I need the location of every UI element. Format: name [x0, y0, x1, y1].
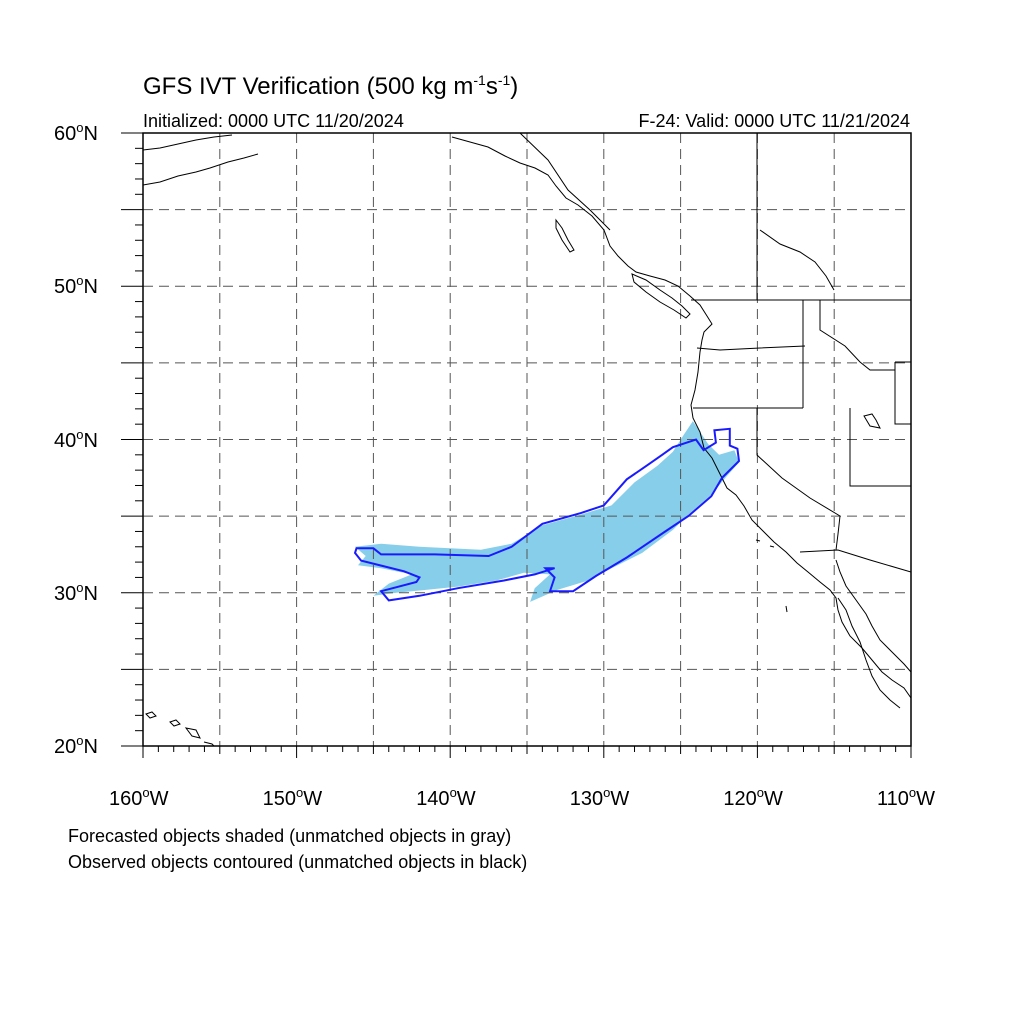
lon-label: 140oW — [416, 785, 476, 810]
vancouver-island — [631, 273, 691, 319]
coastlines-and-borders — [143, 134, 911, 746]
coastline-alaska — [143, 134, 259, 186]
graticule — [143, 133, 911, 746]
lat-label: 40oN — [54, 426, 98, 452]
valid-time-label: F-24: Valid: 0000 UTC 11/21/2024 — [638, 111, 911, 131]
border-wyoming — [894, 361, 911, 425]
border-wa-or — [696, 345, 806, 351]
lon-label: 130oW — [569, 785, 630, 810]
initialized-label: Initialized: 0000 UTC 11/20/2024 — [143, 111, 404, 131]
lon-label: 120oW — [723, 785, 783, 810]
chart-title: GFS IVT Verification (500 kg m-1s-1) — [143, 72, 519, 100]
channel-islands — [755, 539, 775, 548]
legend-note-forecast: Forecasted objects shaded (unmatched obj… — [68, 826, 512, 846]
guadalupe-island — [785, 605, 788, 613]
forecast-object-shaded — [355, 421, 739, 602]
border-bc-interior — [759, 229, 835, 291]
haida-gwaii — [555, 218, 575, 253]
lat-label: 30oN — [54, 579, 98, 605]
lat-label: 60oN — [54, 120, 98, 145]
border-idaho — [802, 300, 895, 408]
border-utah — [849, 408, 911, 487]
lon-label: 150oW — [262, 785, 323, 810]
lat-label: 20oN — [54, 733, 98, 758]
lon-label: 110oW — [877, 785, 936, 810]
border-ak-bc — [519, 133, 611, 231]
legend-note-observed: Observed objects contoured (unmatched ob… — [68, 852, 528, 872]
coastline-gulf-of-california — [837, 597, 901, 709]
great-salt-lake — [863, 413, 881, 429]
border-az-ca — [835, 515, 841, 551]
lat-label: 50oN — [54, 273, 98, 299]
forecast-objects — [355, 421, 739, 602]
border-nevada — [756, 408, 841, 517]
observed-object-contour — [353, 427, 741, 602]
lon-label: 160oW — [109, 785, 169, 810]
border-us-mexico — [799, 549, 911, 573]
observed-objects — [353, 427, 741, 602]
hawaii-islands — [145, 711, 215, 746]
political-borders — [519, 133, 911, 573]
coastline-baja — [835, 559, 911, 673]
coastline-north-america — [451, 136, 911, 699]
map-axes — [121, 132, 912, 758]
